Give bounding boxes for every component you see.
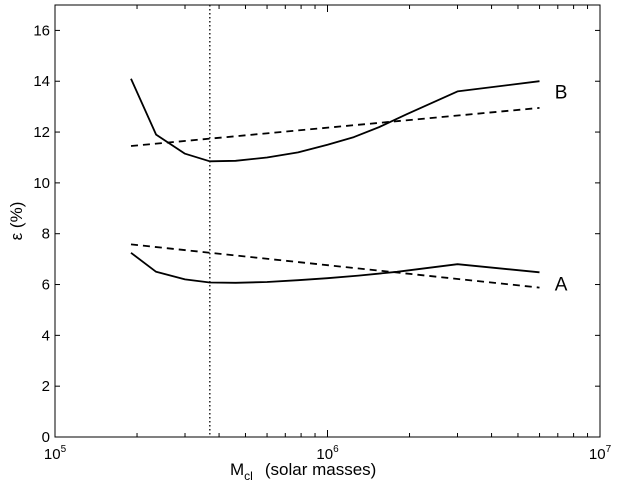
x-tick-label-exponent: 5	[61, 444, 67, 455]
y-tick-label: 6	[42, 277, 50, 294]
y-tick-label: 12	[33, 124, 50, 141]
x-axis-label-base: M	[230, 460, 244, 479]
plot-frame	[54, 4, 601, 438]
x-tick-label-exponent: 7	[606, 444, 612, 455]
y-tick-label: 14	[33, 73, 50, 90]
y-tick-label: 4	[42, 327, 50, 344]
series-b-solid	[130, 78, 540, 163]
series-a-solid	[130, 252, 540, 284]
x-tick-label: 105	[44, 444, 67, 463]
x-tick-label-base: 10	[316, 446, 333, 463]
y-tick-label: 16	[33, 22, 50, 39]
x-axis-label-subscript: cl	[244, 469, 253, 483]
series-a-dashed	[130, 243, 540, 289]
series-b-dashed	[130, 107, 540, 147]
x-tick-label-base: 10	[589, 446, 606, 463]
series-label-b: B	[555, 82, 568, 103]
y-tick-label: 10	[33, 175, 50, 192]
x-tick-label-base: 10	[44, 446, 61, 463]
y-tick-label: 2	[42, 378, 50, 395]
y-tick-label: 8	[42, 226, 50, 243]
annotation-layer: BA	[555, 82, 568, 295]
x-axis-label: Mcl (solar masses)	[230, 460, 376, 483]
y-tick-label: 0	[42, 429, 50, 446]
x-tick-label: 106	[316, 444, 339, 463]
series-layer	[130, 78, 540, 289]
y-axis-label: ε (%)	[7, 202, 26, 241]
x-tick-label-exponent: 6	[333, 444, 339, 455]
x-tick-label: 107	[589, 444, 612, 463]
series-label-a: A	[555, 274, 568, 295]
x-axis-label-rest: (solar masses)	[265, 460, 376, 479]
